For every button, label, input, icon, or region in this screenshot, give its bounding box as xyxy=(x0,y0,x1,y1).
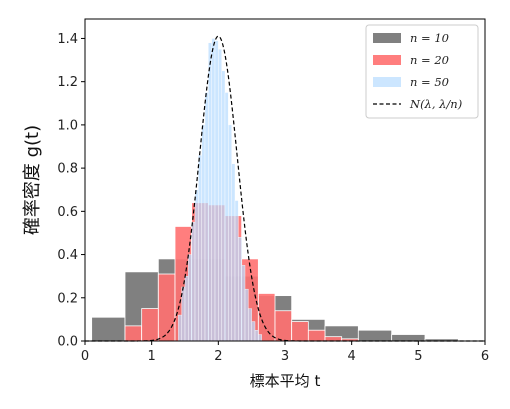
y-tick-label: 1.4 xyxy=(57,32,78,47)
bar-n50-19 xyxy=(241,265,246,342)
bar-n50-13 xyxy=(221,70,226,342)
y-tick-label: 0.2 xyxy=(57,291,78,306)
x-tick-label: 3 xyxy=(281,349,289,364)
normal-density-curve xyxy=(85,35,485,342)
bar-n50-23 xyxy=(254,329,259,342)
bar-n20-10 xyxy=(291,321,309,342)
x-tick-label: 6 xyxy=(481,349,489,364)
y-tick-label: 0.8 xyxy=(57,162,78,177)
y-axis-ticks: 0.0 0.2 0.4 0.6 0.8 1.0 1.2 1.4 xyxy=(57,32,85,350)
legend: n = 10 n = 20 n = 50 N(λ, λ/n) xyxy=(365,24,479,119)
legend-box xyxy=(365,24,479,119)
bar-n50-17 xyxy=(234,200,239,342)
bar-n50-6 xyxy=(198,154,202,342)
y-tick-label: 0.0 xyxy=(57,335,78,350)
bar-n20-2 xyxy=(157,273,176,342)
legend-swatch-n10 xyxy=(373,33,401,43)
x-tick-label: 5 xyxy=(414,349,422,364)
bar-n50-21 xyxy=(248,308,252,342)
y-tick-label: 0.4 xyxy=(57,248,78,263)
bar-n50-22 xyxy=(251,321,256,342)
bar-n50-18 xyxy=(238,237,242,342)
bar-n50-7 xyxy=(201,124,206,342)
bar-n10-0 xyxy=(91,316,126,342)
y-axis-label: 確率密度 g(t) xyxy=(22,125,43,235)
x-axis-ticks: 0 1 2 3 4 5 6 xyxy=(81,341,489,364)
legend-label-normal: N(λ, λ/n) xyxy=(409,97,462,111)
bar-n50-2 xyxy=(184,275,189,342)
bar-n50-14 xyxy=(224,92,229,342)
bar-n50-15 xyxy=(228,124,232,342)
bar-n50-9 xyxy=(208,42,212,342)
bar-n20-12 xyxy=(324,336,343,342)
bar-n50-24 xyxy=(258,334,262,342)
x-tick-label: 4 xyxy=(348,349,356,364)
bar-n20-9 xyxy=(274,310,293,342)
y-tick-label: 1.2 xyxy=(57,75,78,90)
bar-n50-16 xyxy=(231,163,236,342)
bar-n10-8 xyxy=(357,329,393,342)
bar-n20-0 xyxy=(124,325,143,342)
legend-swatch-n50 xyxy=(373,77,401,87)
legend-label-n50: n = 50 xyxy=(410,75,449,89)
bar-n10-9 xyxy=(391,334,426,342)
bar-n20-11 xyxy=(307,329,326,342)
bar-n50-12 xyxy=(218,49,222,342)
bar-n50-4 xyxy=(191,221,196,342)
bar-n50-11 xyxy=(214,40,219,342)
x-tick-label: 2 xyxy=(214,349,222,364)
bar-n50-0 xyxy=(178,314,182,342)
y-tick-label: 0.6 xyxy=(57,205,78,220)
bar-n50-20 xyxy=(244,288,249,342)
legend-label-n10: n = 10 xyxy=(410,31,449,45)
bar-n50-5 xyxy=(194,189,199,342)
x-tick-label: 0 xyxy=(81,349,89,364)
y-tick-label: 1.0 xyxy=(57,118,78,133)
bar-n50-3 xyxy=(188,254,192,342)
x-axis-label: 標本平均 t xyxy=(250,372,321,390)
x-tick-label: 1 xyxy=(148,349,156,364)
bar-n50-8 xyxy=(204,92,209,342)
legend-label-n20: n = 20 xyxy=(410,53,449,67)
legend-swatch-n20 xyxy=(373,55,401,65)
bar-n50-10 xyxy=(211,38,216,342)
bar-n20-1 xyxy=(141,308,159,342)
